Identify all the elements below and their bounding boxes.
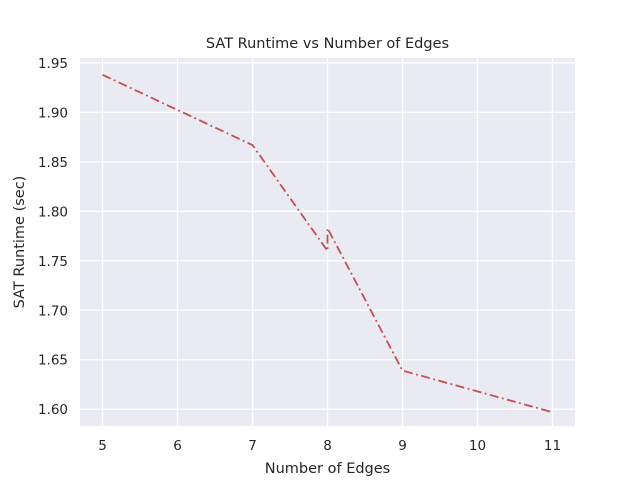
y-axis-label: SAT Runtime (sec) xyxy=(12,176,28,309)
x-tick-label: 5 xyxy=(98,438,107,454)
y-tick-label: 1.65 xyxy=(38,353,68,369)
series-line xyxy=(102,73,553,414)
grid xyxy=(80,58,575,426)
x-tick-labels: 5 6 7 8 9 10 11 xyxy=(98,438,561,454)
y-tick-labels: 1.60 1.65 1.70 1.75 1.80 1.85 1.90 1.95 xyxy=(38,56,68,418)
y-tick-label: 1.95 xyxy=(38,56,68,72)
x-tick-label: 7 xyxy=(248,438,257,454)
x-tick-label: 8 xyxy=(323,438,332,454)
y-tick-label: 1.60 xyxy=(38,402,68,418)
x-axis-label: Number of Edges xyxy=(265,461,391,477)
y-tick-label: 1.70 xyxy=(38,303,68,319)
series-layer xyxy=(102,73,553,414)
y-tick-label: 1.85 xyxy=(38,155,68,171)
chart-title: SAT Runtime vs Number of Edges xyxy=(206,36,449,52)
x-tick-label: 11 xyxy=(544,438,561,454)
x-tick-label: 6 xyxy=(173,438,182,454)
y-tick-label: 1.90 xyxy=(38,105,68,121)
y-tick-label: 1.75 xyxy=(38,254,68,270)
x-tick-label: 9 xyxy=(398,438,407,454)
x-tick-label: 10 xyxy=(469,438,486,454)
y-tick-label: 1.80 xyxy=(38,204,68,220)
